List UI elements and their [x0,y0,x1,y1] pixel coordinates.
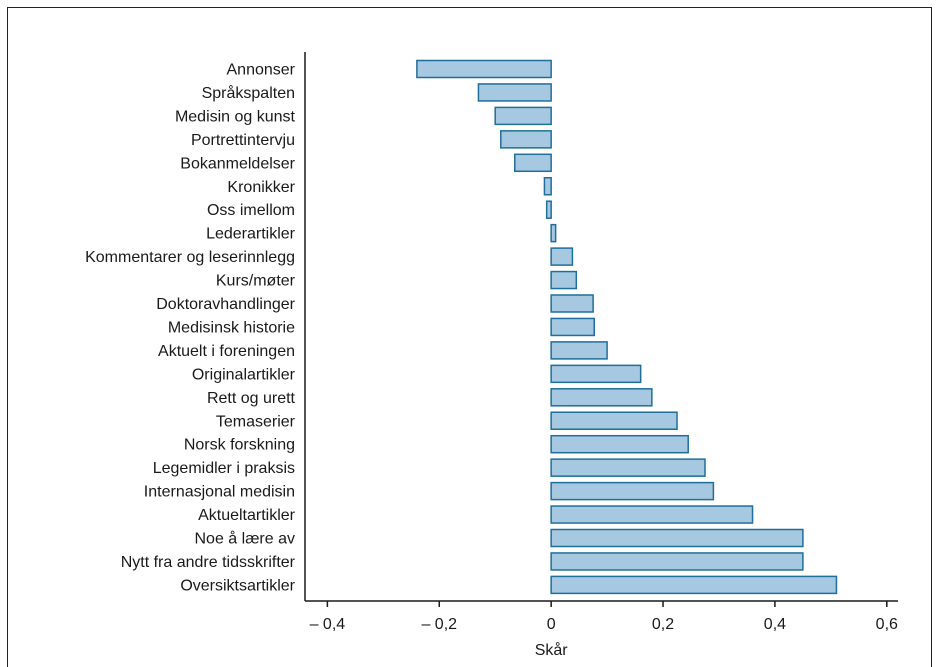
bar-14 [550,388,653,407]
category-label: Noe å lære av [195,530,296,548]
category-label: Bokanmeldelser [180,155,295,172]
x-tick-label: – 0,4 [310,616,346,633]
bar-21 [550,552,804,571]
x-tick-label: 0 [547,616,556,633]
category-label: Nytt fra andre tidsskrifter [121,554,296,571]
bar-19 [550,505,754,524]
category-label: Aktuelt i foreningen [158,343,295,360]
category-label: Norsk forskning [184,437,295,454]
category-label: Legemidler i praksis [153,460,295,477]
bar-15 [550,411,678,430]
category-label: Medisin og kunst [175,108,296,125]
bar-8 [550,247,574,266]
x-tick-label: 0,4 [764,616,786,633]
category-label: Kommentarer og leserinnlegg [85,249,295,266]
category-label: Internasjonal medisin [144,484,295,501]
x-tick-label: 0,2 [652,616,674,633]
x-axis-ticks: – 0,4 – 0,2 0 0,2 0,4 0,6 [310,601,898,633]
bar-9 [550,270,578,290]
bar-11 [550,317,595,337]
bar-6 [545,200,552,219]
category-label: Rett og urett [207,390,296,407]
bar-3 [500,130,552,149]
bar-0 [416,59,552,79]
category-label: Lederartikler [206,226,296,243]
bar-4 [514,153,552,173]
category-label: Portrettintervju [191,132,295,149]
category-label: Språkspalten [202,84,295,102]
bars-group [416,59,838,595]
category-label: Medisinsk historie [168,319,295,336]
bar-2 [494,106,552,126]
category-label: Oss imellom [207,202,295,219]
category-label: Temaserier [216,413,296,430]
bar-1 [477,83,552,102]
category-label: Kurs/møter [216,273,296,290]
category-label: Doktoravhandlinger [156,296,295,313]
bar-16 [550,434,689,454]
bar-22 [550,575,838,595]
bar-12 [550,341,608,360]
x-axis-title: Skår [535,641,569,659]
bar-20 [550,528,804,548]
bar-7 [550,223,557,243]
category-label: Kronikker [227,179,295,196]
category-label: Originalartikler [192,366,296,383]
category-label: Annonser [227,62,296,79]
bar-5 [543,177,552,196]
x-tick-label: – 0,2 [421,616,457,633]
bar-13 [550,364,642,384]
category-labels: Annonser Språkspalten Medisin og kunst Port… [85,62,296,595]
bar-17 [550,458,706,477]
bar-10 [550,294,594,313]
category-label: Oversiktsartikler [180,577,295,594]
x-tick-label: 0,6 [876,616,898,633]
category-label: Aktueltartikler [198,507,296,524]
bar-18 [550,481,715,501]
